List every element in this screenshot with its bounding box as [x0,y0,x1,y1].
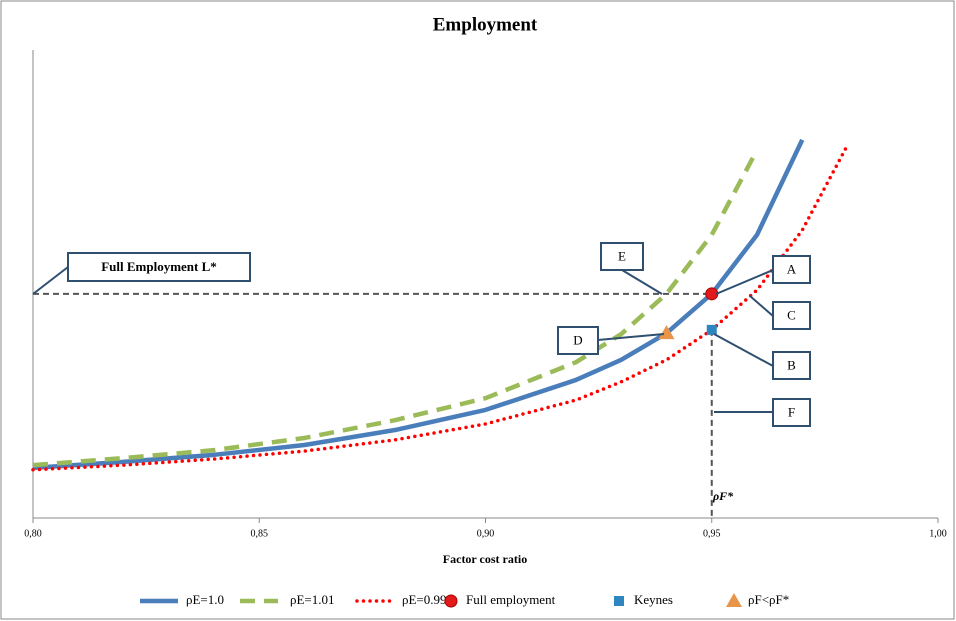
legend-label: ρE=1.0 [186,592,224,607]
annotation-connector [713,333,774,367]
annotation-box [772,398,811,427]
legend-label: Full employment [466,592,556,607]
annotation-label: A [787,261,797,276]
annotation-box [772,255,811,284]
annotation-box [67,252,251,282]
annotation-label: B [787,357,796,372]
annotation-connector [597,333,665,341]
legend-swatch [444,594,458,608]
chart-title: Employment [433,14,538,35]
annotation-label: F [788,404,795,419]
series-line [32,149,759,468]
annotation-box [772,351,811,380]
x-tick-label: 0,80 [24,528,42,539]
annotation-label: D [573,332,582,347]
annotation-connector [621,269,663,295]
annotation-box [600,242,644,271]
series-line [32,138,805,471]
annotation-label: Full Employment L* [101,259,217,274]
annotation-label: E [618,248,626,263]
marker [658,325,675,340]
x-tick-label: 0,95 [703,528,721,539]
legend-label: ρE=0.99 [402,592,447,607]
legend-label: ρE=1.01 [290,592,335,607]
x-tick-label: 0,90 [477,528,495,539]
annotation-connector [749,295,774,317]
legend-label: Keynes [634,592,673,607]
x-tick-label: 1,00 [929,528,947,539]
legend-swatch [614,596,624,606]
annotation-connector [32,266,69,295]
legend-label: ρF<ρF* [748,592,789,607]
annotation-label: ρF* [712,489,734,503]
marker [706,324,717,335]
annotation-connector [715,269,774,295]
annotation-box [772,301,811,330]
annotation-box [557,326,599,355]
legend-swatch [726,593,742,607]
x-axis-label: Factor cost ratio [443,552,527,566]
series-line [31,143,850,472]
x-tick-label: 0,85 [251,528,269,539]
annotation-label: C [787,307,796,322]
